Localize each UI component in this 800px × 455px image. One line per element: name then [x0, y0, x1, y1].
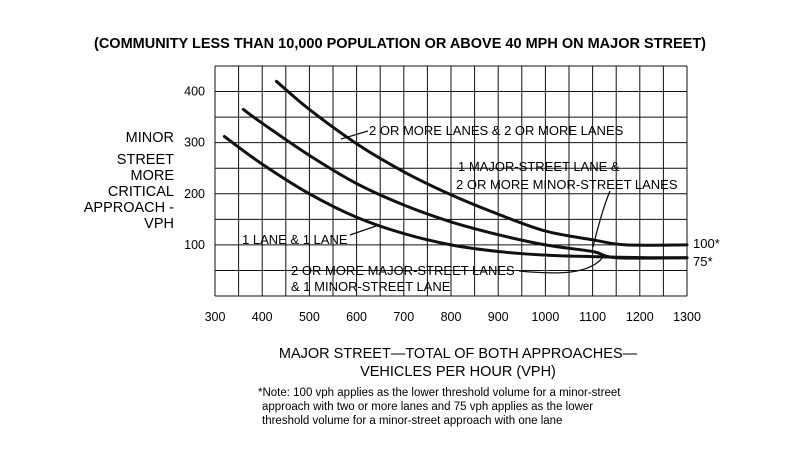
x-tick-label: 300	[205, 310, 226, 324]
y-axis-label-line-3: MORE	[131, 168, 175, 184]
label-2-lanes-2-lanes: 2 OR MORE LANES & 2 OR MORE LANES	[369, 123, 624, 138]
y-tick-label: 400	[184, 85, 205, 99]
x-tick-label: 1300	[673, 310, 701, 324]
curve-2-lanes-2-lanes	[274, 79, 689, 247]
x-axis-label-line-1: MAJOR STREET—TOTAL OF BOTH APPROACHES—	[279, 346, 638, 362]
label-2-major-1-minor-line-2: & 1 MINOR-STREET LANE	[291, 279, 451, 294]
label-1-major-2-minor-line-2: 2 OR MORE MINOR-STREET LANES	[456, 177, 678, 192]
footnote: *Note: 100 vph applies as the lower thre…	[258, 387, 621, 427]
leader-2-lanes-2-lanes	[340, 130, 369, 140]
y-axis-label-line-1: MINOR	[126, 130, 174, 146]
footnote-line-2: approach with two or more lanes and 75 v…	[262, 401, 593, 413]
leader-1-major-2-minor	[592, 190, 611, 248]
leader-1-lane-1-lane	[349, 225, 377, 236]
footnote-line-3: threshold volume for a minor-street appr…	[262, 415, 562, 427]
y-axis-label-line-6: VPH	[144, 216, 174, 232]
x-axis-ticks: 300 400 500 600 700 800 900 1000 1100 1200 1300	[205, 310, 701, 324]
y-axis-ticks: 100 200 300 400	[184, 85, 205, 252]
x-tick-label: 900	[488, 310, 509, 324]
x-tick-label: 400	[252, 310, 273, 324]
y-tick-label: 300	[184, 136, 205, 150]
x-tick-label: 500	[299, 310, 320, 324]
label-2-major-1-minor-line-1: 2 OR MORE MAJOR-STREET LANES	[291, 263, 515, 278]
threshold-label-100: 100*	[693, 236, 720, 251]
curve-1-major-2-minor	[241, 107, 689, 260]
x-tick-label: 1000	[531, 310, 559, 324]
y-axis-label: MINOR STREET MORE CRITICAL APPROACH - VP…	[84, 130, 175, 232]
curve-2-major-1-minor	[222, 135, 689, 260]
x-tick-label: 1200	[626, 310, 654, 324]
chart-title: (COMMUNITY LESS THAN 10,000 POPULATION O…	[94, 36, 706, 52]
label-1-major-2-minor-line-1: 1 MAJOR-STREET LANE &	[458, 159, 620, 174]
x-tick-label: 700	[393, 310, 414, 324]
y-axis-label-line-5: APPROACH -	[84, 200, 174, 216]
x-axis-label-line-2: VEHICLES PER HOUR (VPH)	[360, 364, 556, 380]
y-axis-label-line-2: STREET	[117, 152, 174, 168]
x-tick-label: 1100	[579, 310, 606, 324]
plot-grid	[214, 65, 688, 297]
curves-layer	[222, 79, 689, 260]
y-tick-label: 200	[184, 187, 205, 201]
leader-2-major-1-minor	[518, 256, 604, 274]
x-tick-label: 600	[346, 310, 367, 324]
x-tick-label: 800	[441, 310, 462, 324]
x-axis-label: MAJOR STREET—TOTAL OF BOTH APPROACHES— V…	[279, 346, 638, 380]
annotation-leaders	[340, 130, 611, 274]
footnote-line-1: *Note: 100 vph applies as the lower thre…	[258, 387, 621, 399]
label-1-lane-1-lane: 1 LANE & 1 LANE	[242, 232, 348, 247]
y-axis-label-line-4: CRITICAL	[108, 184, 174, 200]
curve-labels: 2 OR MORE LANES & 2 OR MORE LANES 1 MAJO…	[242, 123, 720, 294]
y-tick-label: 100	[184, 238, 205, 252]
threshold-label-75: 75*	[693, 254, 713, 269]
